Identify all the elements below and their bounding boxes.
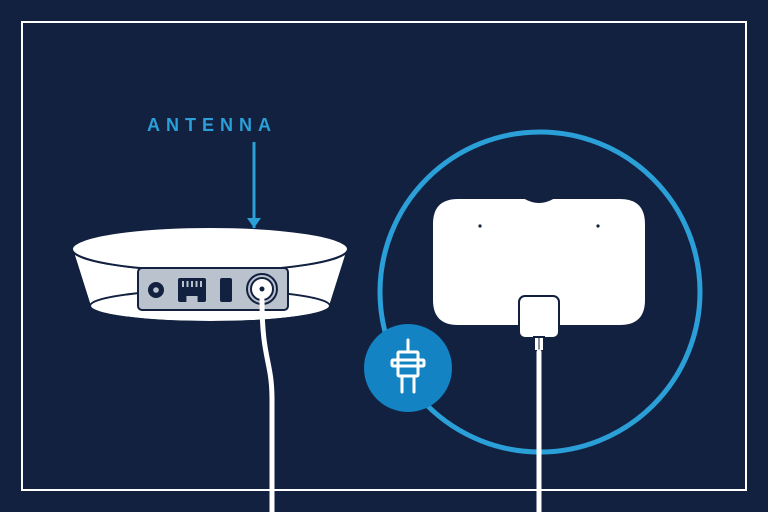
- usb-port-icon: [220, 278, 232, 302]
- flat-antenna: [432, 198, 646, 512]
- antenna-label: ANTENNA: [147, 115, 277, 136]
- antenna-connector-icon: [519, 296, 559, 338]
- plug-badge: [364, 324, 452, 412]
- label-arrowhead-icon: [247, 218, 261, 228]
- router-device: [72, 227, 348, 512]
- router-cable: [262, 300, 272, 512]
